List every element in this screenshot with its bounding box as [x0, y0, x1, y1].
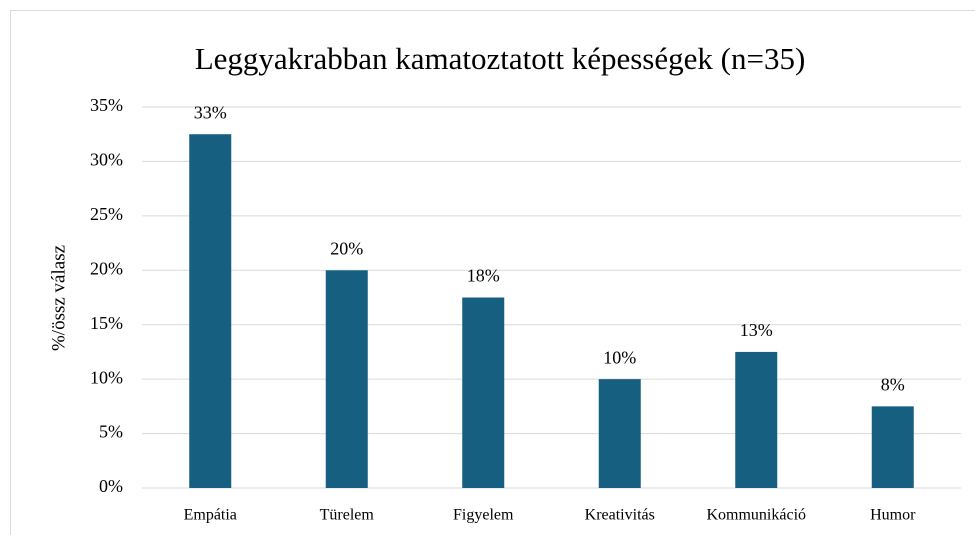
- x-tick-label: Empátia: [184, 507, 237, 524]
- bar: [189, 134, 232, 488]
- bar: [735, 351, 778, 488]
- y-tick-label: 5%: [99, 422, 123, 442]
- bar: [598, 379, 641, 488]
- y-tick-label: 30%: [90, 150, 123, 170]
- data-label: 18%: [467, 266, 500, 286]
- x-tick-label: Türelem: [320, 507, 375, 524]
- bar: [462, 297, 505, 488]
- y-tick-label: 20%: [90, 258, 123, 278]
- data-label: 8%: [881, 374, 905, 394]
- y-tick-label: 15%: [90, 313, 123, 333]
- x-tick-label: Kreativitás: [585, 507, 655, 524]
- data-label: 33%: [194, 102, 227, 122]
- y-tick-label: 0%: [99, 476, 123, 496]
- y-tick-label: 10%: [90, 367, 123, 387]
- y-axis-label: %/össz válasz: [48, 245, 69, 351]
- data-label: 13%: [740, 320, 773, 340]
- bar: [871, 406, 914, 488]
- x-tick-label: Humor: [870, 507, 916, 524]
- chart-border: [10, 10, 975, 535]
- data-label: 10%: [603, 347, 636, 367]
- chart-title: Leggyakrabban kamatoztatott képességek (…: [195, 41, 806, 76]
- x-tick-label: Figyelem: [453, 507, 514, 524]
- bar: [325, 270, 368, 488]
- x-tick-label: Kommunikáció: [706, 507, 806, 524]
- data-label: 20%: [330, 238, 363, 258]
- y-tick-label: 25%: [90, 204, 123, 224]
- y-tick-label: 35%: [90, 95, 123, 115]
